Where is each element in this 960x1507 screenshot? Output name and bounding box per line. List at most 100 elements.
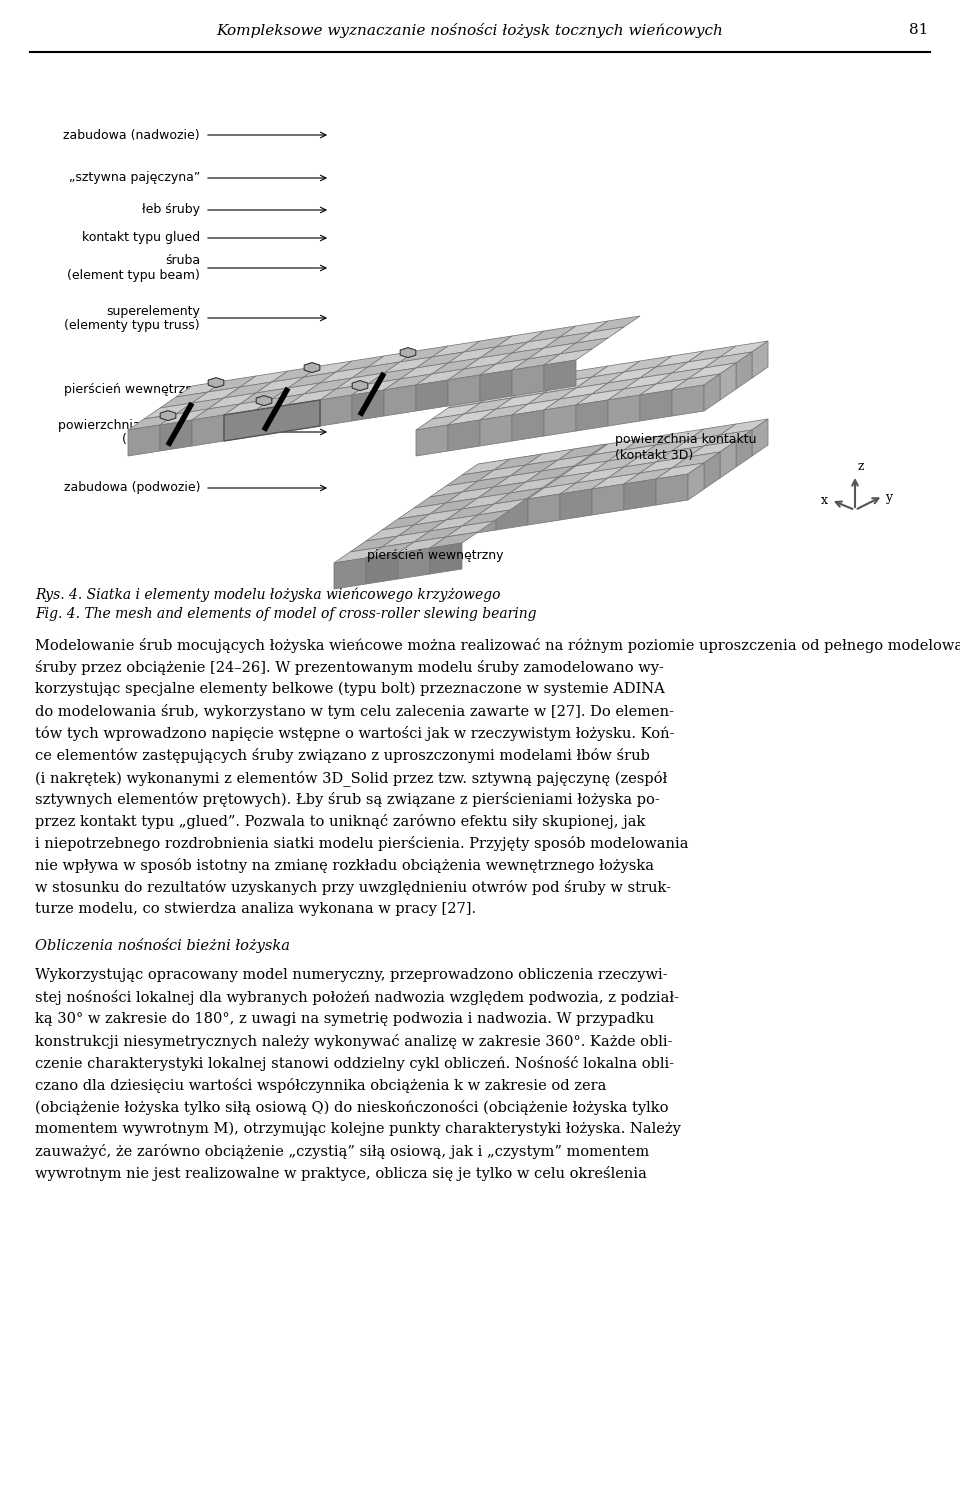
Bar xyxy=(30,62,930,576)
Text: sztywnych elementów prętowych). Łby śrub są związane z pierścieniami łożyska po-: sztywnych elementów prętowych). Łby śrub… xyxy=(35,793,660,808)
Polygon shape xyxy=(240,371,288,387)
Polygon shape xyxy=(720,442,736,478)
Polygon shape xyxy=(288,399,320,431)
Polygon shape xyxy=(160,420,192,451)
Polygon shape xyxy=(688,423,736,440)
Polygon shape xyxy=(430,497,478,514)
Polygon shape xyxy=(448,470,496,485)
Text: Obliczenia nośności bieżni łożyska: Obliczenia nośności bieżni łożyska xyxy=(35,937,290,952)
Polygon shape xyxy=(400,363,448,378)
Polygon shape xyxy=(416,491,464,508)
Text: zabudowa (nadwozie): zabudowa (nadwozie) xyxy=(63,128,200,142)
Polygon shape xyxy=(560,488,592,520)
Polygon shape xyxy=(400,503,448,518)
Polygon shape xyxy=(704,374,720,411)
Text: (element typu beam): (element typu beam) xyxy=(67,268,200,282)
Polygon shape xyxy=(656,475,688,505)
Polygon shape xyxy=(464,381,512,396)
Polygon shape xyxy=(608,384,656,399)
Polygon shape xyxy=(656,429,704,445)
Polygon shape xyxy=(496,377,544,392)
Polygon shape xyxy=(416,369,464,384)
Polygon shape xyxy=(398,549,430,579)
Text: do modelowania śrub, wykorzystano w tym celu zalecenia zawarte w [27]. Do elemen: do modelowania śrub, wykorzystano w tym … xyxy=(35,704,674,719)
Polygon shape xyxy=(480,404,528,420)
Polygon shape xyxy=(352,378,400,395)
Polygon shape xyxy=(400,514,432,546)
Polygon shape xyxy=(512,410,544,442)
Polygon shape xyxy=(320,395,352,426)
Polygon shape xyxy=(592,378,640,393)
Text: przez kontakt typu „glued”. Pozwala to uniknąć zarówno efektu siły skupionej, ja: przez kontakt typu „glued”. Pozwala to u… xyxy=(35,814,645,829)
Text: (i nakrętek) wykonanymi z elementów 3D_Solid przez tzw. sztywną pajęczynę (zespó: (i nakrętek) wykonanymi z elementów 3D_S… xyxy=(35,770,667,785)
Text: turze modelu, co stwierdza analiza wykonana w pracy [27].: turze modelu, co stwierdza analiza wykon… xyxy=(35,903,476,916)
Polygon shape xyxy=(224,399,320,442)
Text: konstrukcji niesymetrycznych należy wykonywać analizę w zakresie 360°. Każde obl: konstrukcji niesymetrycznych należy wyko… xyxy=(35,1034,673,1049)
Polygon shape xyxy=(576,389,624,405)
Polygon shape xyxy=(640,362,688,378)
Polygon shape xyxy=(496,454,544,470)
Text: (elementy typu truss): (elementy typu truss) xyxy=(64,318,200,332)
Polygon shape xyxy=(688,442,736,457)
Polygon shape xyxy=(526,449,574,466)
Polygon shape xyxy=(480,359,528,375)
Polygon shape xyxy=(432,497,480,514)
Polygon shape xyxy=(688,363,736,378)
Polygon shape xyxy=(384,384,416,416)
Polygon shape xyxy=(640,378,688,395)
Polygon shape xyxy=(752,341,768,378)
Polygon shape xyxy=(592,484,624,515)
Polygon shape xyxy=(448,365,496,380)
Polygon shape xyxy=(128,425,160,457)
Polygon shape xyxy=(224,399,272,414)
Polygon shape xyxy=(416,380,448,411)
Polygon shape xyxy=(528,326,576,342)
Text: (obciążenie łożyska tylko siłą osiową Q) do nieskończoności (obciążenie łożyska : (obciążenie łożyska tylko siłą osiową Q)… xyxy=(35,1100,668,1115)
Polygon shape xyxy=(592,473,640,488)
Text: y: y xyxy=(885,490,892,503)
Polygon shape xyxy=(720,341,768,357)
Polygon shape xyxy=(320,384,368,399)
Polygon shape xyxy=(414,526,462,543)
Polygon shape xyxy=(288,372,336,387)
Text: Modelowanie śrub mocujących łożyska wieńcowe można realizować na różnym poziomie: Modelowanie śrub mocujących łożyska wień… xyxy=(35,637,960,653)
Polygon shape xyxy=(576,451,624,466)
Polygon shape xyxy=(414,491,462,508)
Polygon shape xyxy=(560,445,608,460)
Text: łeb śruby: łeb śruby xyxy=(142,203,200,217)
Polygon shape xyxy=(560,366,608,381)
Polygon shape xyxy=(592,439,640,455)
Text: ce elementów zastępujących śruby związano z uproszczonymi modelami łbów śrub: ce elementów zastępujących śruby związan… xyxy=(35,747,650,763)
Polygon shape xyxy=(160,392,208,408)
Polygon shape xyxy=(494,472,542,487)
Text: (kontakt 3D): (kontakt 3D) xyxy=(122,433,200,446)
Polygon shape xyxy=(464,398,512,414)
Text: kontakt typu glued: kontakt typu glued xyxy=(82,232,200,244)
Polygon shape xyxy=(544,332,592,348)
Polygon shape xyxy=(464,503,496,535)
Polygon shape xyxy=(414,509,462,524)
Polygon shape xyxy=(736,353,752,389)
Polygon shape xyxy=(528,371,576,387)
Polygon shape xyxy=(672,436,720,451)
Text: Rys. 4. Siatka i elementy modelu łożyska wieńcowego krzyżowego: Rys. 4. Siatka i elementy modelu łożyska… xyxy=(35,588,500,603)
Polygon shape xyxy=(430,515,478,530)
Text: zabudowa (podwozie): zabudowa (podwozie) xyxy=(63,482,200,494)
Polygon shape xyxy=(608,445,656,461)
Polygon shape xyxy=(288,389,336,405)
Polygon shape xyxy=(592,316,640,332)
Polygon shape xyxy=(398,503,446,518)
Polygon shape xyxy=(688,347,736,362)
Text: Fig. 4. The mesh and elements of model of cross-roller slewing bearing: Fig. 4. The mesh and elements of model o… xyxy=(35,607,537,621)
Polygon shape xyxy=(208,393,256,408)
Polygon shape xyxy=(656,446,704,463)
Polygon shape xyxy=(352,390,384,420)
Polygon shape xyxy=(352,362,400,378)
Polygon shape xyxy=(496,348,544,365)
Polygon shape xyxy=(528,344,576,359)
Polygon shape xyxy=(366,553,398,585)
Polygon shape xyxy=(448,408,496,425)
Polygon shape xyxy=(448,487,496,503)
Polygon shape xyxy=(176,381,224,396)
Polygon shape xyxy=(320,368,368,383)
